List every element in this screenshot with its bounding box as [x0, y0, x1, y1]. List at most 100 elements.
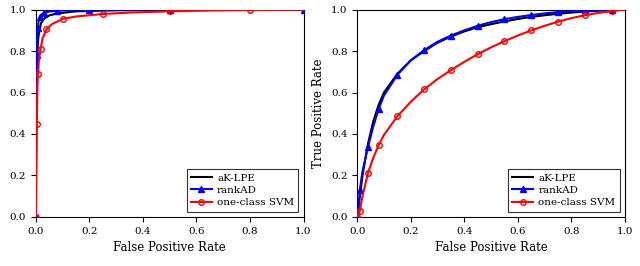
rankAD	[300, 8, 307, 11]
rankAD	[358, 170, 366, 173]
rankAD	[125, 8, 133, 11]
one-class SVM	[434, 77, 442, 81]
aK-LPE	[364, 143, 372, 146]
Line: rankAD: rankAD	[33, 7, 307, 220]
one-class SVM	[487, 46, 495, 49]
one-class SVM	[356, 209, 364, 212]
rankAD	[375, 107, 383, 111]
Line: one-class SVM: one-class SVM	[355, 7, 628, 220]
aK-LPE	[112, 9, 120, 12]
one-class SVM	[36, 47, 44, 51]
one-class SVM	[407, 100, 415, 103]
one-class SVM	[33, 174, 40, 177]
one-class SVM	[595, 11, 602, 15]
aK-LPE	[32, 215, 40, 218]
rankAD	[621, 8, 628, 11]
aK-LPE	[621, 8, 628, 11]
rankAD	[407, 59, 415, 62]
rankAD	[33, 37, 41, 40]
rankAD	[554, 11, 562, 14]
rankAD	[34, 27, 42, 30]
aK-LPE	[355, 207, 362, 210]
rankAD	[35, 20, 42, 24]
one-class SVM	[206, 9, 214, 12]
aK-LPE	[407, 59, 415, 62]
one-class SVM	[358, 194, 366, 198]
aK-LPE	[460, 30, 468, 33]
one-class SVM	[72, 15, 80, 18]
rankAD	[33, 54, 41, 57]
rankAD	[500, 18, 508, 21]
Legend: aK-LPE, rankAD, one-class SVM: aK-LPE, rankAD, one-class SVM	[508, 169, 620, 212]
Y-axis label: True Positive Rate: True Positive Rate	[0, 59, 4, 168]
one-class SVM	[355, 213, 362, 216]
one-class SVM	[380, 134, 388, 137]
rankAD	[541, 12, 548, 15]
aK-LPE	[34, 41, 42, 44]
aK-LPE	[514, 17, 522, 20]
aK-LPE	[500, 20, 508, 23]
rankAD	[166, 8, 173, 11]
rankAD	[40, 11, 47, 14]
X-axis label: False Positive Rate: False Positive Rate	[435, 241, 547, 254]
rankAD	[356, 188, 364, 192]
rankAD	[460, 29, 468, 32]
Line: rankAD: rankAD	[355, 7, 628, 220]
rankAD	[355, 205, 362, 208]
one-class SVM	[246, 9, 254, 12]
rankAD	[45, 10, 53, 13]
aK-LPE	[300, 8, 307, 11]
aK-LPE	[45, 14, 53, 17]
aK-LPE	[369, 120, 377, 123]
aK-LPE	[33, 58, 41, 61]
rankAD	[607, 8, 615, 11]
aK-LPE	[527, 15, 535, 19]
one-class SVM	[59, 17, 67, 20]
aK-LPE	[53, 12, 61, 15]
rankAD	[420, 48, 428, 52]
aK-LPE	[394, 72, 401, 76]
aK-LPE	[40, 17, 47, 20]
Legend: aK-LPE, rankAD, one-class SVM: aK-LPE, rankAD, one-class SVM	[187, 169, 298, 212]
rankAD	[474, 24, 481, 27]
aK-LPE	[554, 12, 562, 15]
rankAD	[86, 8, 93, 11]
rankAD	[434, 40, 442, 43]
rankAD	[394, 73, 401, 77]
aK-LPE	[358, 174, 366, 177]
one-class SVM	[394, 115, 401, 118]
aK-LPE	[434, 41, 442, 44]
rankAD	[595, 9, 602, 12]
one-class SVM	[48, 23, 56, 26]
rankAD	[527, 14, 535, 17]
Line: one-class SVM: one-class SVM	[33, 7, 307, 220]
aK-LPE	[607, 9, 615, 12]
one-class SVM	[581, 14, 589, 17]
aK-LPE	[33, 91, 40, 94]
one-class SVM	[554, 20, 562, 23]
Line: aK-LPE: aK-LPE	[36, 10, 303, 217]
rankAD	[53, 9, 61, 12]
aK-LPE	[380, 91, 388, 94]
one-class SVM	[500, 40, 508, 43]
aK-LPE	[474, 26, 481, 29]
one-class SVM	[33, 122, 41, 125]
aK-LPE	[356, 194, 364, 198]
rankAD	[369, 125, 377, 128]
aK-LPE	[35, 35, 42, 38]
aK-LPE	[220, 8, 227, 11]
rankAD	[36, 15, 44, 19]
one-class SVM	[527, 29, 535, 32]
rankAD	[447, 34, 454, 37]
one-class SVM	[607, 10, 615, 13]
aK-LPE	[37, 22, 45, 25]
one-class SVM	[33, 87, 41, 90]
one-class SVM	[474, 53, 481, 56]
rankAD	[64, 9, 72, 12]
one-class SVM	[568, 16, 575, 20]
rankAD	[32, 215, 40, 218]
one-class SVM	[369, 156, 377, 159]
aK-LPE	[595, 9, 602, 12]
one-class SVM	[99, 13, 106, 16]
one-class SVM	[125, 11, 133, 14]
